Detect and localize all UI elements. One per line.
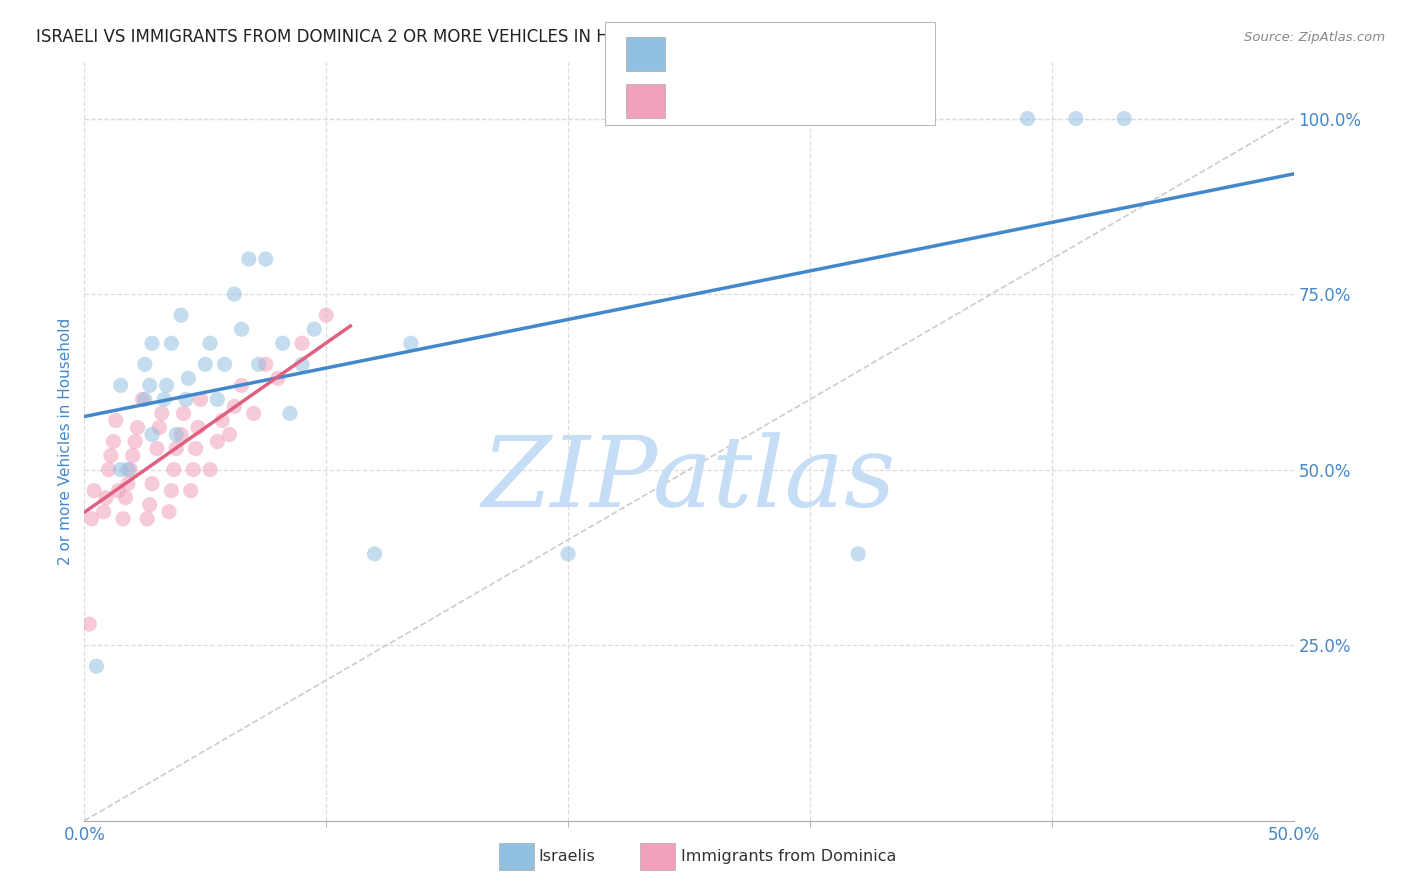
Point (134, 392, 156, 407)
Point (207, 392, 229, 407)
Point (97, 462, 120, 476)
Point (302, 322, 325, 336)
Point (104, 413, 127, 427)
Point (846, 547, 869, 561)
Point (224, 287, 246, 301)
Point (363, 547, 385, 561)
Point (127, 420, 149, 434)
Text: 0.374: 0.374 (733, 89, 789, 107)
Point (238, 252, 260, 266)
Point (134, 357, 156, 371)
Point (138, 498, 160, 512)
Point (138, 378, 160, 392)
Text: 36: 36 (866, 43, 891, 61)
Point (399, 336, 422, 351)
Point (121, 449, 143, 463)
Point (120, 462, 142, 476)
Point (1114, 112, 1136, 126)
Point (80, 512, 103, 526)
Y-axis label: 2 or more Vehicles in Household: 2 or more Vehicles in Household (58, 318, 73, 566)
Point (170, 308, 193, 322)
Point (224, 400, 246, 414)
Point (247, 357, 270, 371)
Point (218, 427, 240, 442)
Point (173, 407, 195, 421)
Point (1064, 112, 1087, 126)
Point (93, 505, 115, 519)
Text: Source: ZipAtlas.com: Source: ZipAtlas.com (1244, 31, 1385, 45)
Point (110, 462, 132, 476)
Point (160, 483, 183, 498)
Text: R =: R = (679, 89, 718, 107)
Point (165, 427, 187, 442)
Point (254, 357, 277, 371)
Text: Israelis: Israelis (538, 849, 595, 863)
Text: 0.611: 0.611 (733, 43, 789, 61)
Point (557, 547, 579, 561)
Point (114, 491, 136, 505)
Point (177, 371, 200, 385)
Point (198, 462, 221, 476)
Text: Immigrants from Dominica: Immigrants from Dominica (681, 849, 896, 863)
Point (146, 442, 169, 456)
Text: N =: N = (813, 89, 852, 107)
Point (165, 442, 187, 456)
Point (214, 357, 236, 371)
Point (148, 420, 170, 434)
Point (190, 392, 212, 407)
Point (112, 512, 135, 526)
Text: ZIPatlas: ZIPatlas (482, 432, 896, 527)
Text: R =: R = (679, 43, 718, 61)
Point (278, 407, 301, 421)
Point (184, 442, 207, 456)
Point (136, 512, 159, 526)
Point (231, 378, 253, 392)
Point (170, 427, 193, 442)
Point (198, 336, 221, 351)
Point (194, 357, 217, 371)
Point (141, 336, 163, 351)
Point (315, 308, 337, 322)
Point (181, 462, 204, 476)
Text: N =: N = (813, 43, 852, 61)
Text: ISRAELI VS IMMIGRANTS FROM DOMINICA 2 OR MORE VEHICLES IN HOUSEHOLD CORRELATION : ISRAELI VS IMMIGRANTS FROM DOMINICA 2 OR… (37, 28, 887, 45)
Point (107, 483, 129, 498)
Point (187, 420, 209, 434)
Point (117, 462, 139, 476)
Point (231, 322, 253, 336)
Point (267, 371, 290, 385)
Point (83, 483, 105, 498)
Point (77, 617, 100, 632)
Point (94, 491, 117, 505)
Point (110, 378, 132, 392)
Point (207, 434, 229, 449)
Point (117, 476, 139, 491)
Point (153, 392, 176, 407)
Point (242, 407, 264, 421)
Point (163, 462, 186, 476)
Point (124, 434, 146, 449)
Text: 46: 46 (866, 89, 891, 107)
Point (100, 449, 122, 463)
Point (1017, 112, 1039, 126)
Point (291, 357, 314, 371)
Point (141, 427, 163, 442)
Point (211, 413, 233, 427)
Point (291, 336, 314, 351)
Point (157, 505, 180, 519)
Point (103, 434, 125, 449)
Point (141, 476, 163, 491)
Point (271, 336, 294, 351)
Point (131, 392, 153, 407)
Point (180, 483, 202, 498)
Point (86, 659, 108, 673)
Point (174, 392, 197, 407)
Point (155, 378, 177, 392)
Point (160, 336, 183, 351)
Point (150, 407, 173, 421)
Point (254, 252, 277, 266)
